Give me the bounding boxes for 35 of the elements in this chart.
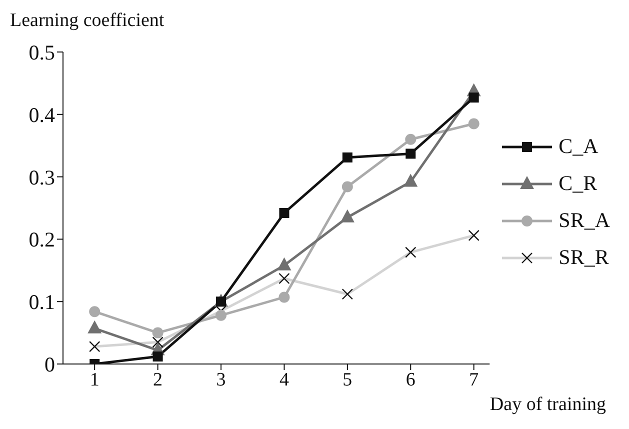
point [342, 181, 353, 192]
point [216, 310, 227, 321]
x-tick-label: 3 [216, 369, 226, 390]
point [152, 352, 163, 362]
point [152, 327, 164, 338]
point [279, 208, 290, 218]
point [405, 134, 416, 145]
point [340, 209, 354, 222]
point [406, 148, 416, 159]
point [89, 306, 100, 318]
point [88, 320, 102, 334]
y-axis-title: Learning coefficient [10, 10, 164, 32]
legend-label: SR_A [558, 207, 610, 234]
x-tick-label: 2 [153, 369, 163, 390]
point [278, 292, 290, 303]
point [468, 118, 480, 130]
y-tick-label: 0.3 [28, 165, 55, 190]
y-tick-label: 0.4 [28, 102, 56, 127]
y-tick-label: 0.1 [28, 290, 55, 314]
point [277, 257, 292, 270]
x-tick-label: 4 [279, 369, 290, 390]
legend-label: SR_R [558, 244, 610, 271]
x-tick-label: 7 [469, 369, 479, 390]
legend-label: C_R [558, 170, 598, 197]
x-tick-label: 5 [342, 369, 352, 390]
x-axis-title: Day of training [490, 394, 606, 416]
x-tick-label: 1 [90, 369, 100, 390]
y-tick-label: 0 [44, 352, 55, 376]
point [468, 92, 479, 103]
legend-label: C_A [558, 133, 600, 160]
point [342, 152, 352, 162]
y-tick-label: 0.2 [28, 228, 55, 252]
x-tick-label: 6 [406, 369, 416, 390]
point [404, 174, 418, 187]
y-tick-label: 0.5 [28, 40, 55, 64]
